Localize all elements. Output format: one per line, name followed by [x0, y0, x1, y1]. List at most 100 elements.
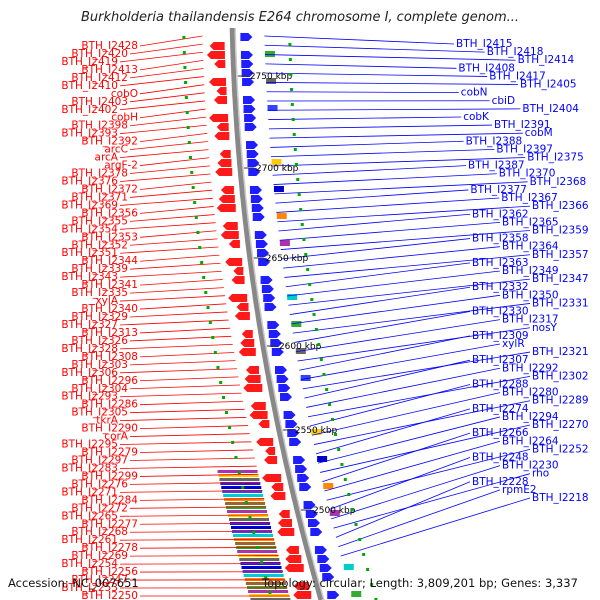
- feature-block: [245, 582, 286, 585]
- feature-right: [263, 294, 298, 302]
- feature-block: [247, 586, 288, 589]
- right-gene-label: BTH_I2367: [501, 192, 558, 204]
- feature-left: [225, 258, 243, 266]
- left-gene-label: tkrA: [96, 415, 119, 427]
- left-gene-label: BTH_I2308: [81, 351, 138, 363]
- feature-block: [218, 474, 259, 477]
- right-gene-label: BTH_I2330: [472, 306, 529, 318]
- left-gene-label: BTH_I2272: [71, 502, 128, 514]
- feature-left: [285, 555, 302, 563]
- left-gene-label: BTH_I2402: [61, 104, 118, 116]
- left-gene-label: BTH_I2351: [61, 247, 118, 259]
- right-gene-label: BTH_I2270: [532, 419, 589, 431]
- feature-left: [233, 267, 244, 275]
- left-gene-label: BTH_I2306: [61, 367, 118, 379]
- left-gene-label: BTH_I2276: [71, 478, 128, 490]
- left-gene-label: BTH_I2250: [81, 590, 138, 600]
- feature-left: [238, 348, 256, 356]
- feature-block: [220, 482, 261, 485]
- feature-right: [267, 321, 302, 329]
- tick-label: 2650 kbp: [266, 254, 309, 264]
- left-gene-label: BTH_I2403: [71, 96, 128, 108]
- left-gene-label: BTH_I2398: [71, 120, 128, 132]
- feature-left: [228, 294, 248, 302]
- feature-left: [264, 456, 278, 464]
- feature-right: [250, 195, 263, 203]
- feature-left: [243, 384, 263, 392]
- right-gene-label: BTH_I2317: [502, 314, 559, 326]
- right-gene-label: BTH_I2280: [502, 387, 559, 399]
- feature-left: [244, 375, 261, 383]
- feature-right: [276, 375, 311, 383]
- feature-right: [303, 501, 316, 509]
- feature-block: [228, 514, 269, 517]
- right-gene-label: rpmE2: [502, 484, 537, 496]
- right-gene-label: BTH_I2415: [456, 38, 513, 50]
- feature-left: [220, 231, 239, 239]
- right-gene-label: BTH_I2266: [472, 427, 529, 439]
- feature-right: [314, 546, 327, 554]
- feature-right: [268, 330, 281, 338]
- right-gene-label: BTH_I2349: [502, 265, 559, 277]
- tick-label: 2600 kbp: [279, 342, 322, 352]
- left-gene-label: BTH_I2254: [61, 558, 118, 570]
- feature-left: [293, 591, 312, 599]
- right-gene-label: cobM: [525, 127, 553, 139]
- right-gene-label: BTH_I2387: [468, 160, 525, 172]
- feature-left: [240, 339, 255, 347]
- feature-left: [250, 402, 266, 410]
- feature-right: [278, 384, 291, 392]
- feature-right: [247, 159, 282, 167]
- left-gene-label: cobO: [111, 88, 138, 100]
- left-gene-label: arcC: [104, 144, 128, 156]
- tick-label: 2500 kbp: [313, 506, 356, 516]
- feature-right: [258, 258, 271, 266]
- left-gene-label: BTH_I2352: [71, 239, 128, 251]
- right-gene-label: BTH_I2365: [502, 216, 559, 228]
- right-gene-label: BTH_I2358: [472, 233, 529, 245]
- left-gene-label: BTH_I2413: [81, 64, 138, 76]
- feature-right: [264, 303, 277, 311]
- left-gene-label: BTH_I2247: [71, 574, 128, 586]
- feature-right: [260, 276, 273, 284]
- feature-block: [226, 506, 267, 509]
- feature-right: [241, 60, 254, 68]
- right-gene-label: xylR: [502, 338, 525, 350]
- tick-label: 2700 kbp: [256, 164, 299, 174]
- left-gene-label: BTH_I2295: [61, 439, 118, 451]
- feature-left: [218, 195, 235, 203]
- feature-left: [277, 528, 295, 536]
- right-gene-label: BTH_I2288: [472, 379, 529, 391]
- left-gene-label: BTH_I2340: [81, 303, 138, 315]
- feature-right: [270, 339, 283, 347]
- feature-block: [233, 534, 274, 537]
- left-gene-label: BTH_I2299: [81, 470, 138, 482]
- feature-right: [295, 465, 308, 473]
- left-gene-label: BTH_I2353: [81, 231, 138, 243]
- backbone-layer: [229, 27, 325, 600]
- right-gene-label: BTH_I2332: [472, 281, 529, 293]
- feature-right: [244, 123, 257, 131]
- feature-left: [216, 204, 236, 212]
- feature-left: [209, 78, 227, 86]
- right-gene-label: BTH_I2230: [502, 460, 559, 472]
- left-gene-label: BTH_I2279: [81, 447, 138, 459]
- right-gene-label: BTH_I2294: [502, 411, 559, 423]
- left-gene-label: BTH_I2419: [61, 56, 118, 68]
- feature-block: [231, 526, 272, 529]
- feature-left: [215, 168, 233, 176]
- right-gene-label: BTH_I2391: [494, 119, 551, 131]
- left-gene-label: BTH_I2269: [71, 550, 128, 562]
- feature-block: [241, 566, 282, 569]
- feature-right: [246, 150, 259, 158]
- feature-block: [227, 510, 268, 513]
- left-gene-label: BTH_I2271: [61, 486, 118, 498]
- feature-right: [240, 33, 253, 41]
- left-gene-label: BTH_I2376: [61, 176, 118, 188]
- right-gene-label: cbiD: [492, 95, 515, 107]
- right-gene-label: BTH_I2307: [472, 354, 529, 366]
- left-gene-label: BTH_I2344: [81, 255, 138, 267]
- feature-left: [214, 60, 226, 68]
- feature-left: [217, 159, 232, 167]
